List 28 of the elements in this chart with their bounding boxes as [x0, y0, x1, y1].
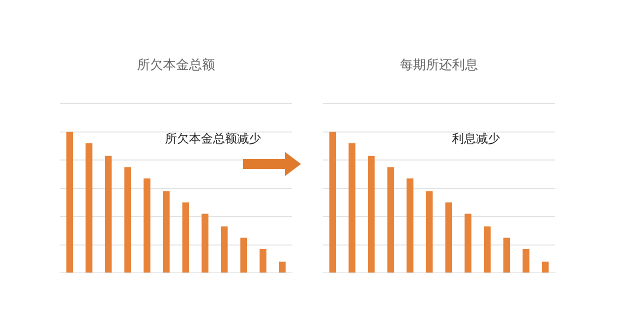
- bar: [368, 156, 375, 272]
- chart-title: 每期所还利息: [400, 58, 478, 74]
- bar: [542, 262, 549, 272]
- bar: [426, 191, 433, 272]
- bar: [348, 143, 356, 272]
- bar: [144, 178, 150, 272]
- bar: [503, 238, 510, 272]
- bar: [202, 214, 208, 272]
- bar: [484, 226, 491, 272]
- bar: [464, 214, 472, 272]
- bar: [522, 249, 530, 272]
- bar: [278, 262, 286, 272]
- bar: [406, 178, 414, 272]
- bar: [220, 226, 228, 272]
- annotation: 所欠本金总额减少: [165, 132, 262, 146]
- annotation: 利息减少: [452, 132, 500, 146]
- bar: [104, 156, 112, 272]
- bar: [387, 167, 394, 272]
- bar: [66, 132, 74, 272]
- bar: [445, 202, 452, 272]
- bar: [86, 143, 92, 272]
- chart-title: 所欠本金总额: [137, 58, 215, 74]
- bar: [240, 238, 248, 272]
- bar: [329, 132, 336, 272]
- bar: [260, 249, 266, 272]
- bar: [162, 191, 170, 272]
- bar: [182, 202, 190, 272]
- bar: [124, 167, 132, 272]
